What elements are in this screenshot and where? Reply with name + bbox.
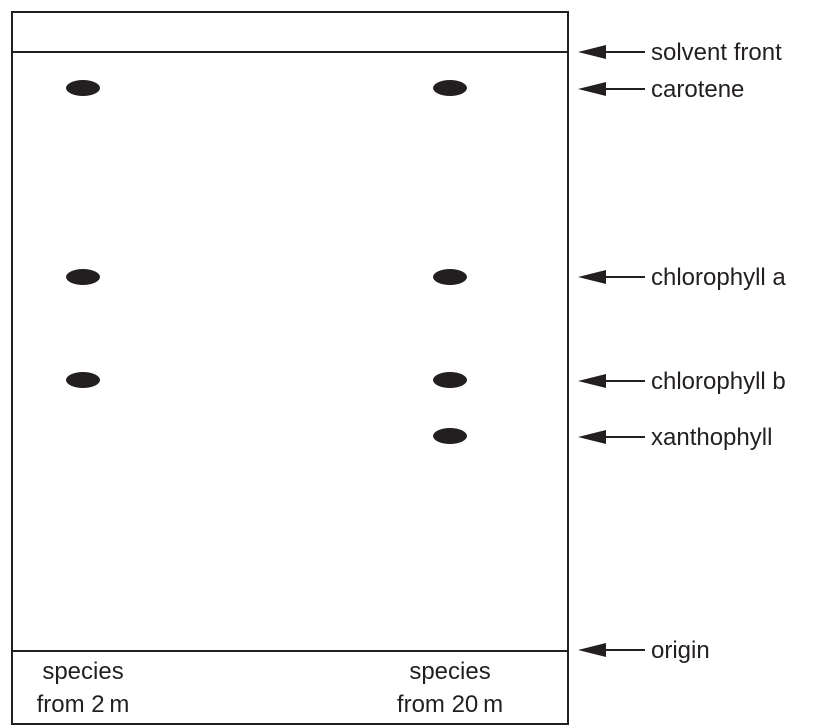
column-label-2m-line2: from 2 m	[37, 691, 130, 718]
column-label-2m-line1: species	[42, 658, 123, 685]
arrow-chlorophyll-b	[578, 374, 645, 388]
label-origin: origin	[651, 637, 710, 664]
spot-xanthophyll-20m	[433, 428, 467, 444]
spot-carotene-2m	[66, 80, 100, 96]
label-solvent-front: solvent front	[651, 39, 782, 66]
arrow-carotene	[578, 82, 645, 96]
spot-chlorophyll-b-2m	[66, 372, 100, 388]
label-chlorophyll-b: chlorophyll b	[651, 368, 786, 395]
spot-carotene-20m	[433, 80, 467, 96]
label-xanthophyll: xanthophyll	[651, 424, 772, 451]
chromatography-paper	[11, 11, 569, 725]
column-label-20m-line1: species	[409, 658, 490, 685]
column-label-20m-line2: from 20 m	[397, 691, 503, 718]
arrow-solvent-front	[578, 45, 645, 59]
label-carotene: carotene	[651, 76, 744, 103]
arrow-origin	[578, 643, 645, 657]
spot-chlorophyll-a-20m	[433, 269, 467, 285]
label-chlorophyll-a: chlorophyll a	[651, 264, 786, 291]
arrow-chlorophyll-a	[578, 270, 645, 284]
spot-chlorophyll-a-2m	[66, 269, 100, 285]
spot-chlorophyll-b-20m	[433, 372, 467, 388]
arrow-xanthophyll	[578, 430, 645, 444]
